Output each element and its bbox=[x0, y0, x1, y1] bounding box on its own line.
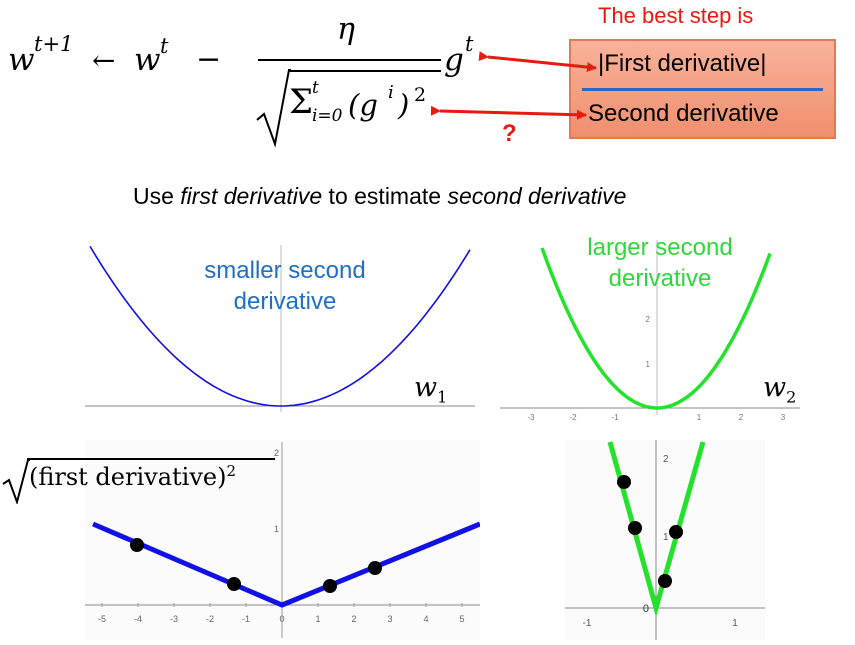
plot-background bbox=[565, 440, 765, 640]
w1-label-sub: 1 bbox=[437, 387, 448, 407]
update-equation: w t+1 ← w t − η Σ t i=0 (g i ) 2 g t bbox=[0, 0, 560, 160]
smaller-second-line2: derivative bbox=[233, 288, 337, 315]
eq-g-sup: t bbox=[465, 32, 474, 56]
caption-middle: to estimate bbox=[322, 183, 448, 209]
x-tick-label: 4 bbox=[423, 614, 428, 624]
eq-w: w bbox=[134, 42, 161, 78]
y-tick-label: 2 bbox=[274, 448, 279, 458]
data-point bbox=[658, 574, 672, 588]
caption-em-second: second derivative bbox=[447, 183, 627, 209]
eq-eta: η bbox=[337, 12, 355, 47]
eq-w-sup: t bbox=[160, 34, 169, 58]
callout-arrows bbox=[430, 51, 597, 120]
sqrt-label-sup: 2 bbox=[226, 462, 237, 480]
eq-sum-sign: Σ bbox=[289, 82, 314, 122]
eq-sum-body: (g bbox=[348, 88, 378, 122]
x-tick-label: 2 bbox=[739, 413, 744, 422]
data-point bbox=[323, 579, 337, 593]
parabola-curve bbox=[89, 245, 471, 407]
caption-prefix: Use bbox=[133, 183, 181, 209]
abs-curve bbox=[92, 521, 480, 608]
x-tick-label: -3 bbox=[170, 614, 178, 624]
eq-sum-close: ) bbox=[398, 88, 410, 122]
panel-top-left bbox=[85, 245, 475, 412]
x-tick-label: -2 bbox=[206, 614, 214, 624]
x-tick-label: -4 bbox=[134, 614, 142, 624]
larger-second-line1: larger second bbox=[587, 234, 733, 261]
x-tick-label: -2 bbox=[569, 413, 577, 422]
eq-sum-square: 2 bbox=[414, 84, 427, 106]
eq-lhs-w: w bbox=[8, 42, 35, 78]
y-tick-label: 2 bbox=[646, 315, 651, 324]
caption-em-first: first derivative bbox=[180, 183, 323, 209]
smaller-second-label: smaller second derivative bbox=[180, 255, 390, 317]
eq-g: g bbox=[444, 42, 464, 78]
w1-label: w1 bbox=[414, 372, 447, 406]
data-point bbox=[617, 475, 631, 489]
data-point bbox=[368, 561, 382, 575]
parabola-curve bbox=[540, 247, 772, 410]
y-tick-label: 1 bbox=[646, 360, 651, 369]
eq-lhs-sup: t+1 bbox=[34, 32, 74, 56]
numerator-arrow bbox=[478, 51, 597, 73]
smaller-second-line1: smaller second bbox=[204, 257, 366, 284]
eq-sum-sup: t bbox=[312, 78, 319, 98]
panel-bottom-right: -1 1 0 1 2 bbox=[565, 440, 765, 640]
eq-minus: − bbox=[196, 42, 222, 77]
eq-sqrt-sign bbox=[256, 69, 291, 148]
best-step-fraction-bar bbox=[582, 88, 823, 91]
x-tick-label: -1 bbox=[242, 614, 250, 624]
denominator-arrow bbox=[430, 105, 587, 120]
sqrt-first-derivative-label: (first derivative)2 bbox=[29, 462, 236, 491]
eq-assign-arrow: ← bbox=[92, 44, 116, 77]
w2-label-sub: 2 bbox=[786, 387, 797, 407]
y-tick-label: 2 bbox=[663, 454, 669, 465]
w2-label: w2 bbox=[763, 372, 796, 406]
x-tick-label: -1 bbox=[611, 413, 619, 422]
x-tick-label: 1 bbox=[315, 614, 320, 624]
x-tick-label: 1 bbox=[697, 413, 702, 422]
data-point bbox=[628, 521, 642, 535]
data-point bbox=[130, 538, 144, 552]
x-tick-label: 3 bbox=[387, 614, 392, 624]
x-tick-label: -1 bbox=[583, 618, 592, 629]
x-tick-label: -5 bbox=[98, 614, 106, 624]
y-tick-label: 1 bbox=[274, 524, 279, 534]
data-point bbox=[227, 577, 241, 591]
best-step-numerator: |First derivative| bbox=[598, 50, 767, 77]
origin-label: 0 bbox=[643, 603, 649, 615]
larger-second-line2: derivative bbox=[608, 265, 712, 292]
eq-sum-sub: i=0 bbox=[312, 106, 343, 126]
x-tick-label: 1 bbox=[732, 618, 738, 629]
sqrt-sign bbox=[2, 459, 30, 504]
x-tick-label: -3 bbox=[527, 413, 535, 422]
caption: Use first derivative to estimate second … bbox=[133, 183, 626, 210]
eq-sqrt-bar bbox=[289, 70, 441, 72]
best-step-denominator: Second derivative bbox=[588, 100, 779, 127]
eq-sum-body-sup: i bbox=[388, 82, 394, 103]
panel-top-right: -3 -2 -1 1 2 312 bbox=[500, 240, 800, 422]
x-tick-label: 3 bbox=[781, 413, 786, 422]
data-point bbox=[669, 525, 683, 539]
sqrt-label-text: (first derivative) bbox=[29, 463, 227, 491]
panel-bottom-left: -5 -4 -3 -2 -1 0 1 2 3 4 5 1 2 bbox=[85, 440, 480, 640]
w1-label-base: w bbox=[414, 372, 438, 403]
best-step-title: The best step is bbox=[598, 3, 754, 28]
w2-label-base: w bbox=[763, 372, 787, 403]
eq-fraction-bar bbox=[258, 59, 441, 61]
x-tick-label: 0 bbox=[279, 614, 284, 624]
abs-curve bbox=[607, 441, 706, 618]
y-tick-label: 1 bbox=[663, 532, 669, 543]
larger-second-label: larger second derivative bbox=[560, 232, 760, 294]
x-tick-label: 5 bbox=[459, 614, 464, 624]
question-mark: ? bbox=[502, 120, 517, 147]
sqrt-bar bbox=[27, 458, 275, 460]
x-tick-label: 2 bbox=[351, 614, 356, 624]
